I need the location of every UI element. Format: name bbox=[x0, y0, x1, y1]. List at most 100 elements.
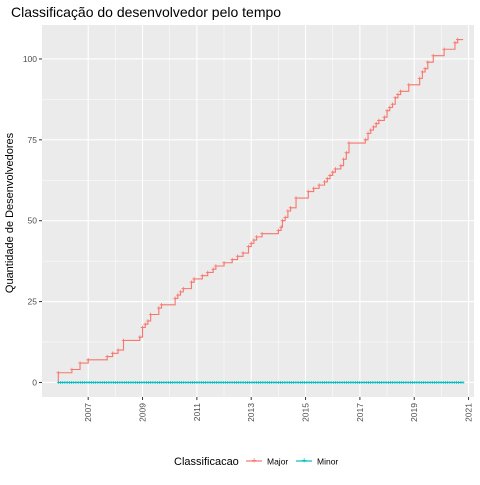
point-major bbox=[56, 370, 61, 375]
axes: 0 25 50 75 100 2007 2009 2011 2013 2015 2017 2019 20… bbox=[23, 54, 474, 422]
x-tick-label: 2013 bbox=[246, 403, 256, 422]
series-major bbox=[56, 37, 464, 383]
point-major bbox=[371, 125, 376, 129]
y-tick-label: 25 bbox=[28, 297, 38, 307]
point-major bbox=[276, 228, 281, 233]
point-major bbox=[455, 37, 460, 42]
point-major bbox=[377, 118, 381, 123]
point-major bbox=[390, 102, 395, 107]
point-major bbox=[181, 286, 186, 291]
panel-background bbox=[42, 25, 474, 397]
point-minor bbox=[461, 380, 465, 384]
point-major bbox=[230, 257, 234, 262]
chart-title: Classificação do desenvolvedor pelo temp… bbox=[11, 4, 281, 20]
y-tick-label: 75 bbox=[28, 135, 38, 145]
point-major bbox=[222, 260, 226, 265]
point-major bbox=[333, 167, 338, 171]
point-major bbox=[279, 225, 283, 229]
point-major bbox=[173, 296, 177, 301]
gridlines bbox=[42, 25, 474, 397]
point-major bbox=[382, 115, 387, 119]
legend-label-minor: Minor bbox=[317, 457, 338, 467]
series-minor bbox=[56, 380, 465, 384]
point-major bbox=[178, 290, 183, 294]
point-major bbox=[143, 322, 148, 327]
x-tick-label: 2015 bbox=[301, 403, 311, 422]
point-major bbox=[211, 267, 215, 272]
point-major bbox=[398, 89, 403, 94]
x-tick-label: 2009 bbox=[138, 403, 148, 422]
point-major bbox=[417, 76, 422, 81]
point-major bbox=[322, 180, 327, 184]
y-tick-label: 100 bbox=[23, 54, 37, 64]
point-major bbox=[159, 303, 164, 307]
point-major bbox=[140, 325, 145, 330]
point-major bbox=[110, 351, 115, 356]
point-major bbox=[200, 273, 205, 278]
point-major bbox=[214, 264, 218, 268]
point-major bbox=[121, 338, 126, 343]
point-major bbox=[366, 131, 370, 136]
point-major bbox=[105, 354, 110, 359]
point-major bbox=[138, 335, 142, 339]
point-major bbox=[148, 312, 153, 317]
point-major bbox=[176, 293, 180, 297]
point-major bbox=[385, 108, 389, 113]
point-major bbox=[341, 157, 346, 162]
point-major bbox=[374, 121, 378, 126]
legend-item-minor: + Minor bbox=[296, 456, 338, 467]
point-major bbox=[368, 128, 373, 132]
point-major bbox=[363, 138, 368, 142]
point-major bbox=[116, 348, 120, 352]
point-major bbox=[78, 361, 82, 365]
point-major bbox=[280, 218, 285, 223]
point-major bbox=[423, 66, 427, 71]
point-major bbox=[328, 173, 332, 178]
point-major bbox=[246, 244, 251, 249]
point-major bbox=[325, 176, 330, 181]
point-major bbox=[387, 105, 392, 110]
x-tick-label: 2017 bbox=[355, 403, 365, 422]
y-tick-label: 50 bbox=[28, 216, 38, 226]
point-major bbox=[426, 60, 430, 64]
point-major bbox=[235, 254, 240, 259]
legend-item-major: + Major bbox=[246, 456, 288, 467]
legend-key-minor-marker: + bbox=[302, 456, 307, 466]
legend-label-major: Major bbox=[267, 457, 288, 467]
point-major bbox=[453, 40, 457, 45]
x-tick-label: 2019 bbox=[409, 403, 419, 422]
point-major bbox=[192, 277, 196, 281]
point-major bbox=[431, 53, 436, 58]
point-major bbox=[241, 251, 245, 255]
y-axis-title: Quantidade de Desenvolvedores bbox=[4, 132, 16, 293]
series-group bbox=[56, 37, 465, 384]
point-major bbox=[286, 209, 290, 213]
point-major bbox=[311, 186, 316, 191]
point-major bbox=[330, 170, 335, 174]
point-major bbox=[347, 141, 351, 145]
point-major bbox=[442, 47, 446, 52]
x-tick-label: 2011 bbox=[192, 403, 202, 422]
point-major bbox=[189, 280, 194, 284]
plot-panel bbox=[42, 25, 474, 397]
point-major bbox=[288, 205, 293, 210]
y-tick-label: 0 bbox=[32, 377, 37, 387]
point-major bbox=[317, 183, 321, 187]
point-major bbox=[393, 95, 398, 100]
point-major bbox=[254, 235, 259, 239]
point-major bbox=[396, 92, 400, 97]
point-major bbox=[420, 70, 425, 74]
point-major bbox=[406, 83, 411, 87]
point-major bbox=[205, 270, 210, 275]
point-major bbox=[86, 358, 90, 362]
point-major bbox=[146, 319, 150, 323]
legend-key-major-marker: + bbox=[252, 456, 257, 466]
x-tick-label: 2021 bbox=[464, 403, 474, 422]
point-major bbox=[249, 241, 254, 246]
point-major bbox=[283, 215, 287, 220]
point-major bbox=[339, 163, 343, 168]
point-major bbox=[344, 150, 349, 155]
point-major bbox=[306, 189, 311, 194]
